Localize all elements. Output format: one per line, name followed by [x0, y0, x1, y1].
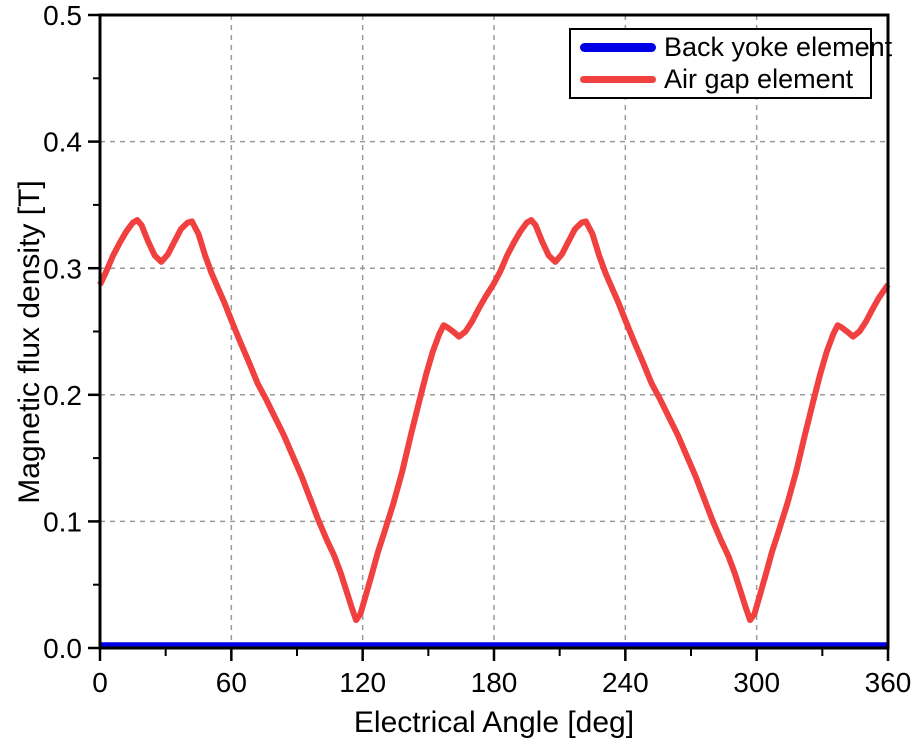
x-tick-label: 120 — [339, 667, 386, 698]
legend-item: Air gap element — [580, 64, 864, 95]
y-tick-label: 0.4 — [43, 127, 82, 158]
plot-frame — [98, 13, 890, 650]
x-tick-label: 0 — [92, 667, 108, 698]
y-tick-label: 0.0 — [43, 633, 82, 664]
y-axis-title: Magnetic flux density [T] — [13, 180, 46, 504]
y-tick-label: 0.3 — [43, 253, 82, 284]
series-line-air-gap-element — [97, 217, 891, 624]
y-tick-label: 0.2 — [43, 380, 82, 411]
y-tick-label: 0.1 — [43, 506, 82, 537]
legend-item: Back yoke element — [580, 32, 892, 63]
x-tick-label: 240 — [602, 667, 649, 698]
legend-line-sample-blue — [580, 43, 656, 53]
x-tick-label: 300 — [733, 667, 780, 698]
x-tick-label: 360 — [865, 667, 912, 698]
legend: Back yoke element Air gap element — [569, 28, 892, 99]
y-tick-label: 0.5 — [43, 0, 82, 31]
x-axis-title: Electrical Angle [deg] — [353, 706, 635, 739]
legend-line-sample-red — [580, 75, 656, 83]
x-tick-label: 60 — [216, 667, 247, 698]
legend-label: Air gap element — [664, 63, 854, 94]
x-tick-label: 180 — [471, 667, 518, 698]
legend-label: Back yoke element — [664, 32, 893, 63]
